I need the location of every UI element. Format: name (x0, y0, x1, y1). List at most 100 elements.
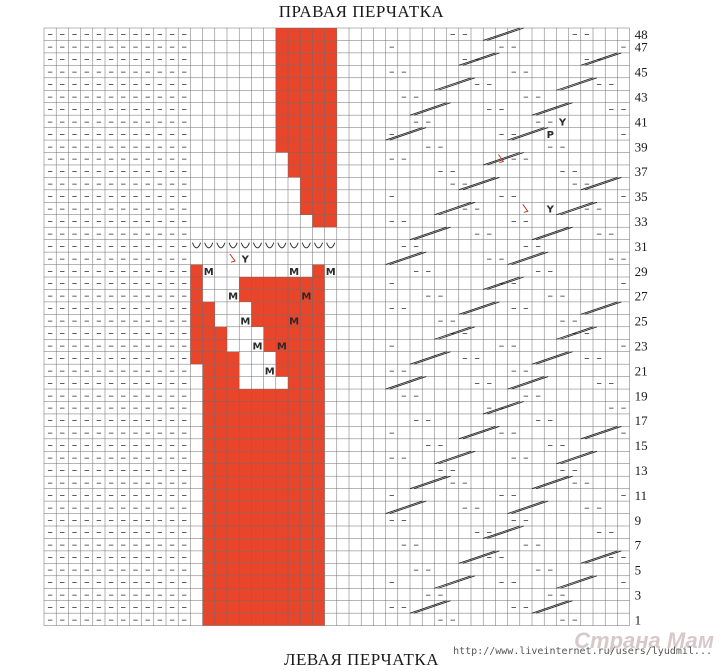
cable-stroke (556, 201, 594, 216)
purl-symbol-left: – (47, 289, 53, 302)
purl-symbol-left: – (182, 613, 188, 626)
purl-symbol-left: – (47, 526, 53, 539)
purl-symbol-left: – (96, 78, 102, 91)
purl-symbol-right: – (438, 140, 444, 153)
purl-symbol-left: – (84, 414, 90, 427)
purl-symbol-right: – (560, 140, 566, 153)
purl-symbol-left: – (60, 526, 66, 539)
purl-symbol-left: – (60, 314, 66, 327)
cable-stroke (413, 475, 451, 490)
purl-symbol-left: – (145, 152, 151, 165)
purl-symbol-left: – (121, 289, 127, 302)
purl-symbol-left: – (96, 463, 102, 476)
purl-symbol-left: – (121, 53, 127, 66)
purl-symbol-left: – (121, 190, 127, 203)
purl-symbol-right: – (389, 127, 395, 140)
purl-symbol-left: – (47, 463, 53, 476)
purl-symbol-right: – (474, 376, 480, 389)
purl-symbol-right: – (535, 90, 541, 103)
purl-symbol-left: – (145, 588, 151, 601)
purl-symbol-left: – (47, 227, 53, 240)
purl-symbol-left: – (84, 152, 90, 165)
purl-symbol-left: – (121, 588, 127, 601)
cast-on-loop-symbol (240, 242, 250, 249)
purl-symbol-right: – (560, 613, 566, 626)
purl-symbol-right: – (474, 202, 480, 215)
purl-symbol-left: – (169, 289, 175, 302)
purl-symbol-right: – (511, 40, 517, 53)
purl-symbol-right: – (596, 526, 602, 539)
purl-symbol-left: – (121, 476, 127, 489)
red-fill-row-41 (275, 115, 337, 128)
purl-symbol-left: – (145, 102, 151, 115)
purl-symbol-left: – (72, 476, 78, 489)
cast-on-loop-symbol (228, 242, 238, 249)
red-fill-row-45 (275, 65, 337, 78)
purl-symbol-left: – (108, 65, 114, 78)
red-fill-row-20 (202, 376, 240, 390)
purl-symbol-right: – (389, 364, 395, 377)
purl-symbol-left: – (145, 526, 151, 539)
cable-stroke (531, 226, 569, 241)
purl-symbol-left: – (108, 501, 114, 514)
purl-symbol-left: – (96, 526, 102, 539)
purl-symbol-left: – (60, 65, 66, 78)
purl-symbol-right: – (438, 439, 444, 452)
purl-symbol-left: – (182, 28, 188, 41)
row-label: 23 (635, 338, 648, 353)
purl-symbol-left: – (121, 202, 127, 215)
purl-symbol-left: – (72, 252, 78, 265)
cable-stroke (434, 201, 472, 216)
purl-symbol-left: – (145, 202, 151, 215)
cable-stroke (580, 176, 618, 191)
purl-symbol-left: – (133, 401, 139, 414)
purl-symbol-left: – (133, 389, 139, 402)
purl-symbol-left: – (72, 551, 78, 564)
purl-symbol-left: – (108, 127, 114, 140)
row-label: 13 (635, 463, 648, 478)
purl-symbol-left: – (108, 426, 114, 439)
purl-symbol-left: – (72, 600, 78, 613)
purl-symbol-left: – (96, 613, 102, 626)
purl-symbol-left: – (60, 563, 66, 576)
cable-stroke (580, 52, 618, 66)
purl-symbol-right: – (389, 339, 395, 352)
purl-symbol-left: – (96, 339, 102, 352)
purl-symbol-left: – (145, 600, 151, 613)
cable-stroke (535, 351, 573, 365)
cable-stroke (413, 226, 451, 241)
purl-symbol-right: – (438, 588, 444, 601)
purl-symbol-right: – (450, 613, 456, 626)
red-fill-row-28 (239, 277, 325, 290)
purl-symbol-left: – (133, 90, 139, 103)
purl-symbol-left: – (108, 327, 114, 340)
row-label: 3 (635, 587, 642, 602)
purl-symbol-left: – (47, 376, 53, 389)
purl-symbol-right: – (389, 513, 395, 526)
purl-symbol-left: – (96, 202, 102, 215)
purl-symbol-right: – (401, 451, 407, 464)
purl-symbol-right: – (389, 451, 395, 464)
cable-stroke (560, 77, 598, 91)
purl-symbol-right: – (401, 538, 407, 551)
row-label: 7 (635, 538, 642, 553)
red-fill-row-44 (275, 77, 337, 91)
purl-symbol-right: – (523, 90, 529, 103)
purl-symbol-right: – (487, 78, 493, 91)
purl-symbol-right: – (560, 314, 566, 327)
purl-symbol-left: – (72, 488, 78, 501)
purl-symbol-left: – (108, 165, 114, 178)
purl-symbol-left: – (182, 439, 188, 452)
purl-symbol-left: – (84, 513, 90, 526)
purl-symbol-left: – (60, 389, 66, 402)
purl-symbol-left: – (72, 177, 78, 190)
purl-symbol-left: – (121, 140, 127, 153)
cable-stroke (556, 450, 594, 465)
purl-symbol-right: – (462, 53, 468, 66)
make-one-symbol: M (253, 341, 263, 352)
watermark: Страна Мам http://www.liveinternet.ru/us… (453, 628, 720, 658)
cable-stroke (487, 27, 524, 41)
purl-symbol-right: – (548, 140, 554, 153)
purl-symbol-left: – (145, 401, 151, 414)
purl-symbol-left: – (47, 264, 53, 277)
